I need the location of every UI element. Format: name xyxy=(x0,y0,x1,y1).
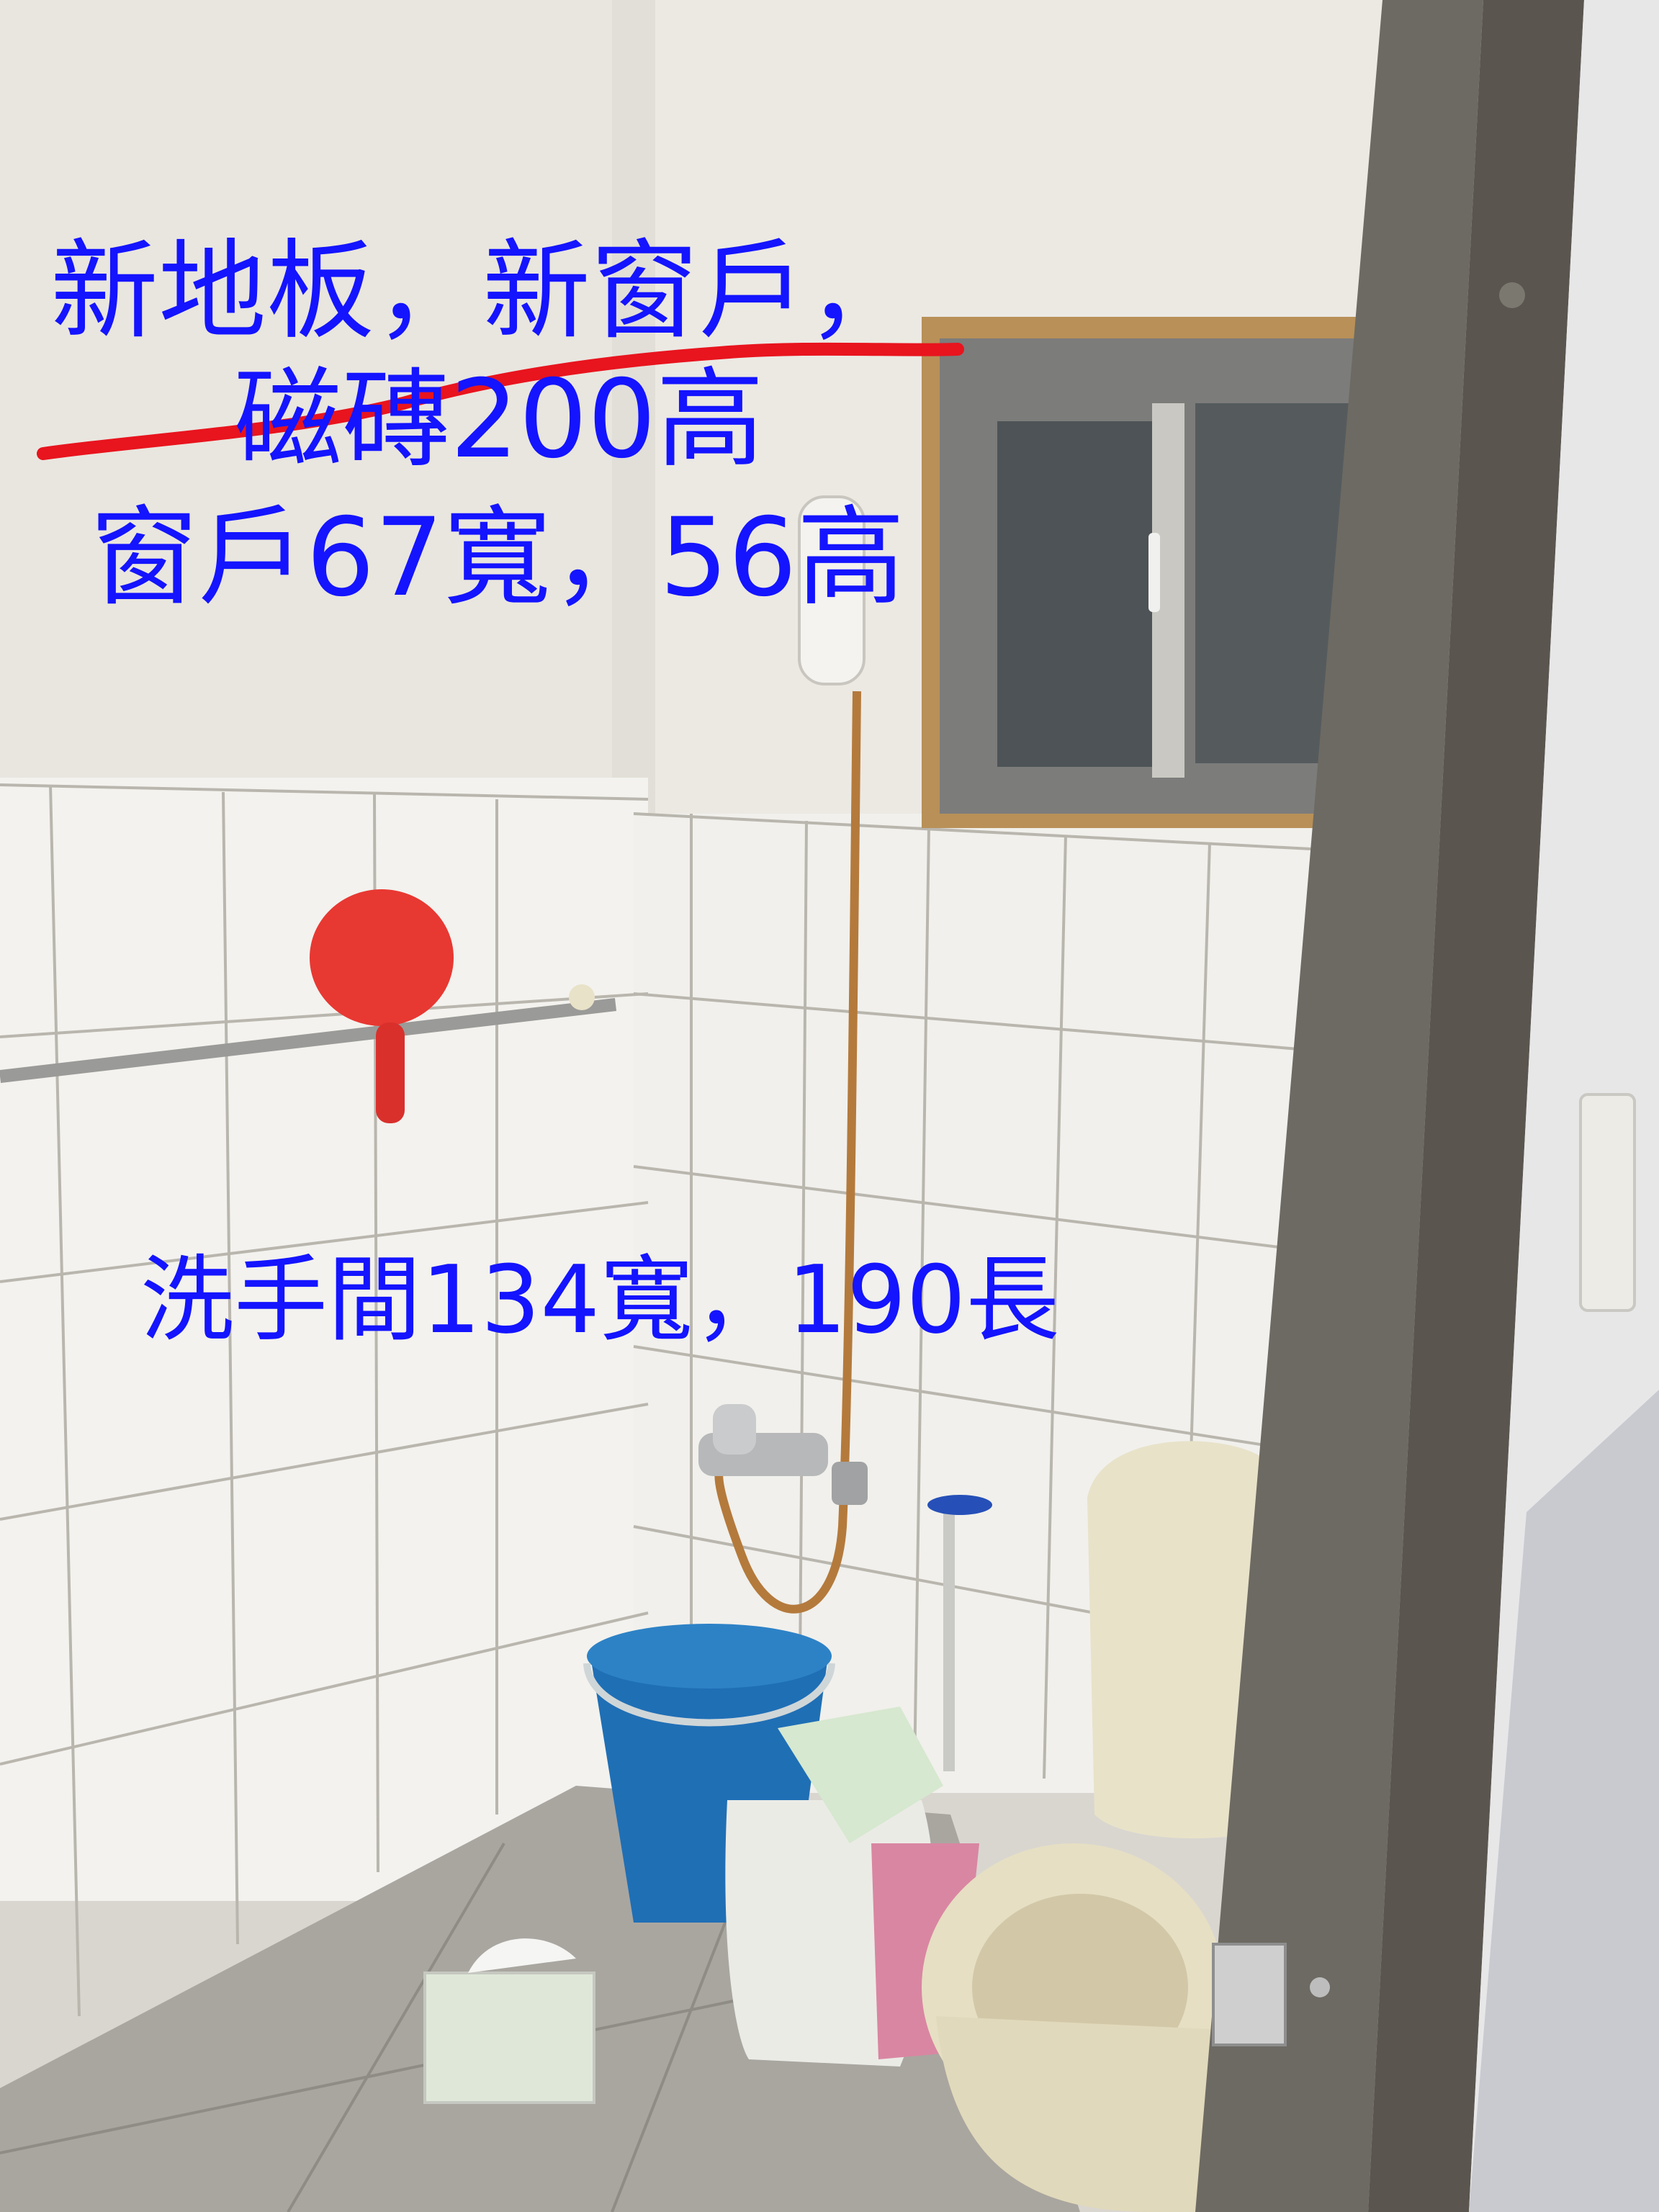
plunger xyxy=(927,1495,992,1771)
door-frame xyxy=(1195,0,1483,2212)
wall-corner xyxy=(612,0,655,814)
window-pane-left xyxy=(997,421,1177,767)
door-frame-edge xyxy=(1368,0,1584,2212)
door-latch-plate xyxy=(1212,1943,1287,2046)
towel-bar xyxy=(0,998,617,1083)
shower-head-icon xyxy=(714,495,866,1614)
annotation-tile-height: 磁磚200高 xyxy=(234,357,765,482)
hinge-screw xyxy=(1499,282,1525,308)
annotation-bathroom-size: 洗手間134寬，190長 xyxy=(140,1245,1060,1354)
light-switch xyxy=(1579,1093,1636,1312)
toilet xyxy=(922,1441,1267,2212)
annotation-floor-window: 新地板，新窗戶， xyxy=(50,229,915,354)
red-strike-line xyxy=(37,342,964,460)
red-scoop xyxy=(310,889,454,1123)
window-latch xyxy=(1148,533,1160,612)
tissue-pack xyxy=(423,1938,595,2104)
door-screw xyxy=(1310,1977,1330,1997)
towel-bar-bracket xyxy=(569,984,595,1010)
annotation-window-size: 窗戶67寬，56高 xyxy=(90,495,905,621)
outer-wall-tiles xyxy=(1469,1390,1659,2212)
faucet xyxy=(698,1404,868,1505)
